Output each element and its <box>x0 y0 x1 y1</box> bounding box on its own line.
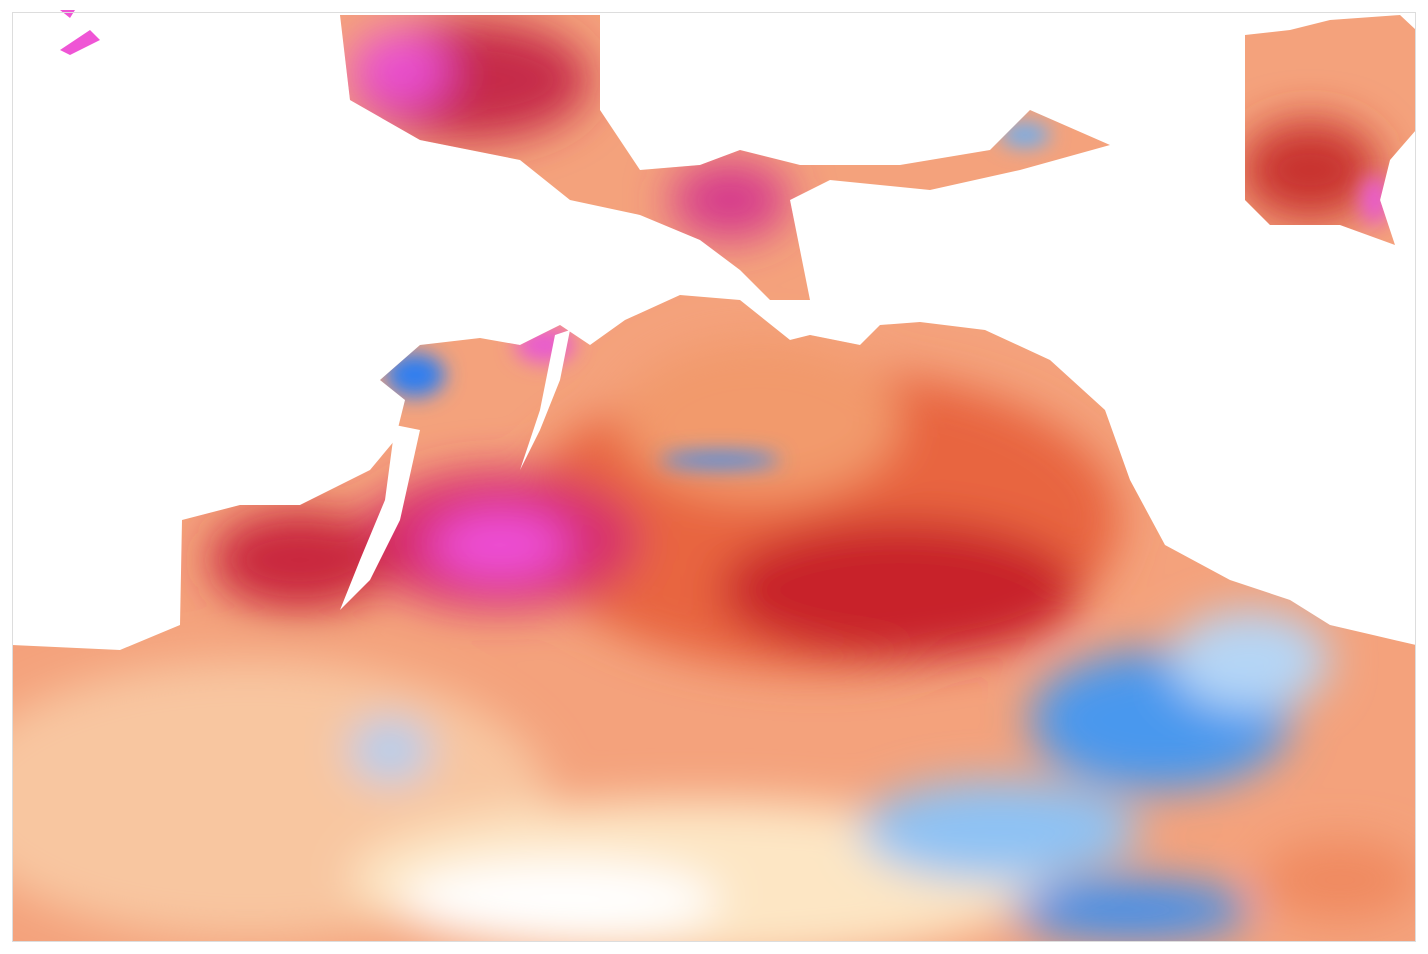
land <box>340 330 570 610</box>
arctic-fragments <box>60 10 100 55</box>
island <box>520 330 570 470</box>
frame <box>12 12 1416 942</box>
fragment <box>60 10 75 18</box>
island <box>340 425 420 610</box>
fragment <box>60 30 100 55</box>
